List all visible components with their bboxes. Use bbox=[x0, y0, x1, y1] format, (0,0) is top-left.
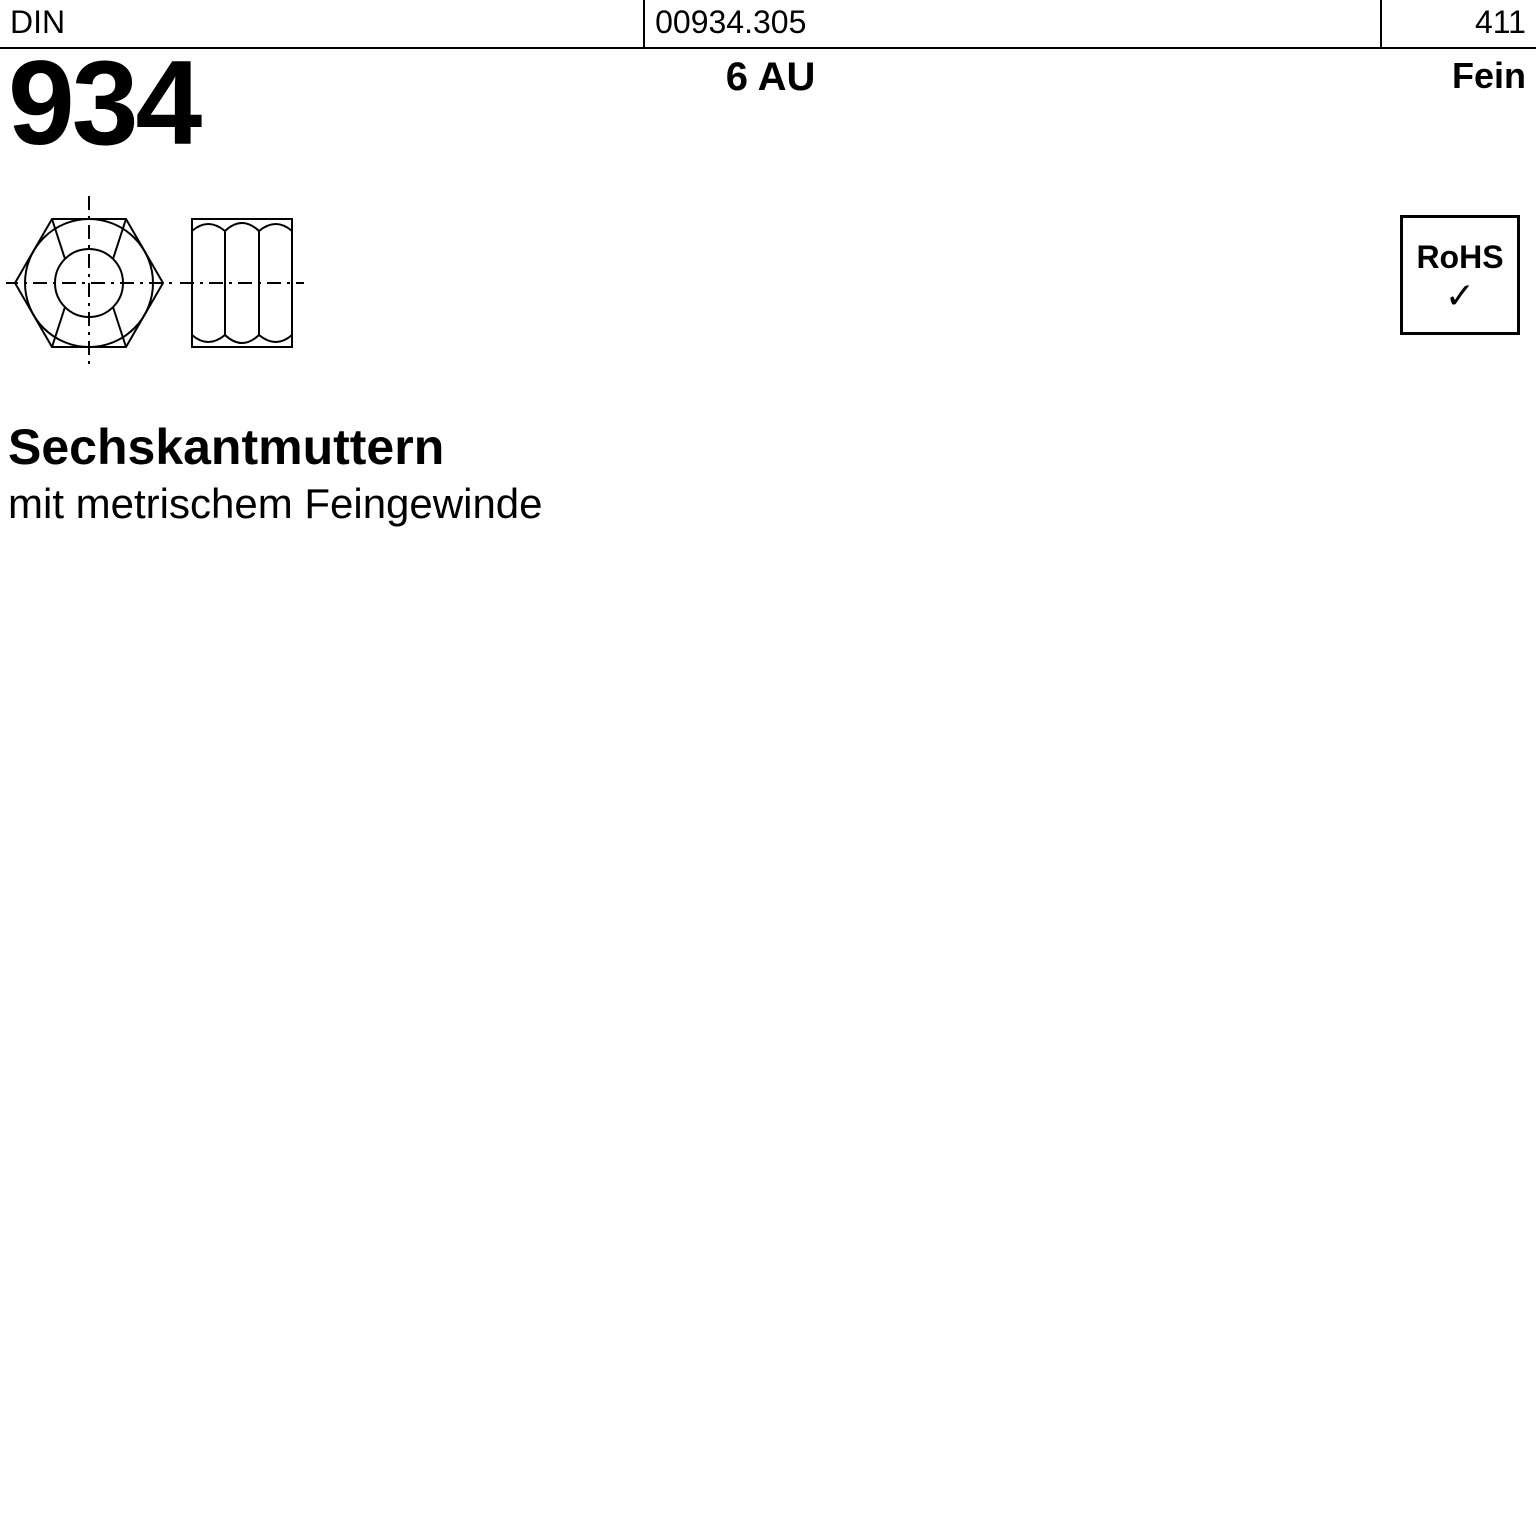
thread-type: Fein bbox=[1452, 49, 1526, 97]
subheader-row: 934 6 AU Fein bbox=[0, 49, 1536, 163]
material-grade: 6 AU bbox=[89, 49, 1452, 100]
title-block: Sechskantmuttern mit metrischem Feingewi… bbox=[8, 420, 543, 529]
header-row: DIN 00934.305 411 bbox=[0, 0, 1536, 49]
product-title: Sechskantmuttern bbox=[8, 420, 543, 475]
header-cell-page: 411 bbox=[1382, 0, 1536, 47]
technical-drawing bbox=[6, 190, 316, 395]
rohs-label: RoHS bbox=[1416, 239, 1503, 276]
header-cell-code: 00934.305 bbox=[645, 0, 1382, 47]
check-icon: ✓ bbox=[1445, 282, 1475, 311]
rohs-badge: RoHS ✓ bbox=[1400, 215, 1520, 335]
product-subtitle: mit metrischem Feingewinde bbox=[8, 479, 543, 529]
nut-drawing-svg bbox=[6, 190, 316, 390]
